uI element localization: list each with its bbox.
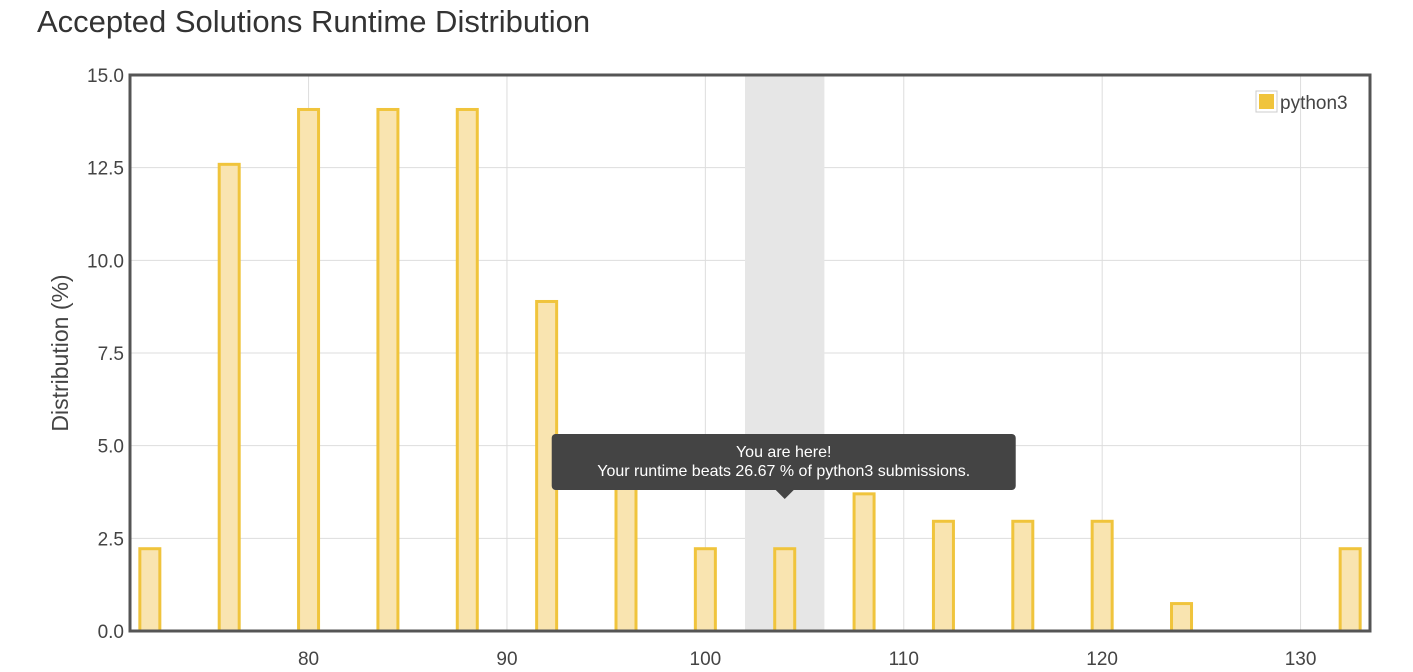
tooltip-line-1: You are here! — [736, 444, 831, 461]
legend-swatch — [1259, 94, 1274, 109]
tooltip-box — [551, 434, 1016, 490]
x-tick-label: 120 — [1086, 649, 1118, 670]
bar[interactable] — [852, 492, 876, 633]
axis-layer: 0.0 2.5 5.0 7.5 10.0 12.5 15.0 80 90 100 110 120 130… — [47, 66, 1372, 670]
x-tick-label: 110 — [889, 649, 919, 670]
y-axis-label: Distribution (%) — [47, 274, 73, 431]
you-are-here-band — [745, 75, 825, 631]
y-tick-label: 2.5 — [98, 529, 124, 550]
highlight-layer — [745, 75, 825, 631]
bar[interactable] — [217, 162, 241, 633]
x-tick-label: 130 — [1285, 649, 1317, 670]
page-title: Accepted Solutions Runtime Distribution — [37, 4, 591, 39]
tooltip-arrow — [775, 490, 794, 499]
bars-layer — [138, 107, 1362, 633]
tooltip-line-2: Your runtime beats 26.67 % of python3 su… — [597, 463, 970, 480]
plot-frame — [128, 73, 1372, 633]
bar[interactable] — [1090, 519, 1114, 633]
y-tick-label: 7.5 — [98, 344, 124, 365]
bar[interactable] — [376, 107, 400, 633]
bar[interactable] — [773, 547, 797, 633]
y-tick-label: 0.0 — [98, 622, 124, 643]
y-tick-label: 10.0 — [87, 251, 124, 272]
x-tick-label: 80 — [298, 649, 319, 670]
x-tick-label: 100 — [690, 649, 722, 670]
tooltip: You are here! Your runtime beats 26.67 % … — [551, 434, 1016, 499]
bar[interactable] — [1338, 547, 1362, 633]
bar[interactable] — [614, 464, 638, 633]
y-tick-label: 5.0 — [98, 437, 124, 458]
x-tick-label: 90 — [496, 649, 517, 670]
legend: python3 — [1255, 90, 1348, 114]
bar[interactable] — [693, 547, 717, 633]
y-tick-label: 15.0 — [87, 66, 124, 87]
bar[interactable] — [1170, 602, 1194, 633]
bar[interactable] — [931, 519, 955, 633]
y-tick-label: 12.5 — [87, 159, 124, 180]
bar[interactable] — [138, 547, 162, 633]
bar[interactable] — [455, 107, 479, 633]
legend-label: python3 — [1280, 93, 1348, 114]
bar[interactable] — [1011, 519, 1035, 633]
bar[interactable] — [297, 107, 321, 633]
